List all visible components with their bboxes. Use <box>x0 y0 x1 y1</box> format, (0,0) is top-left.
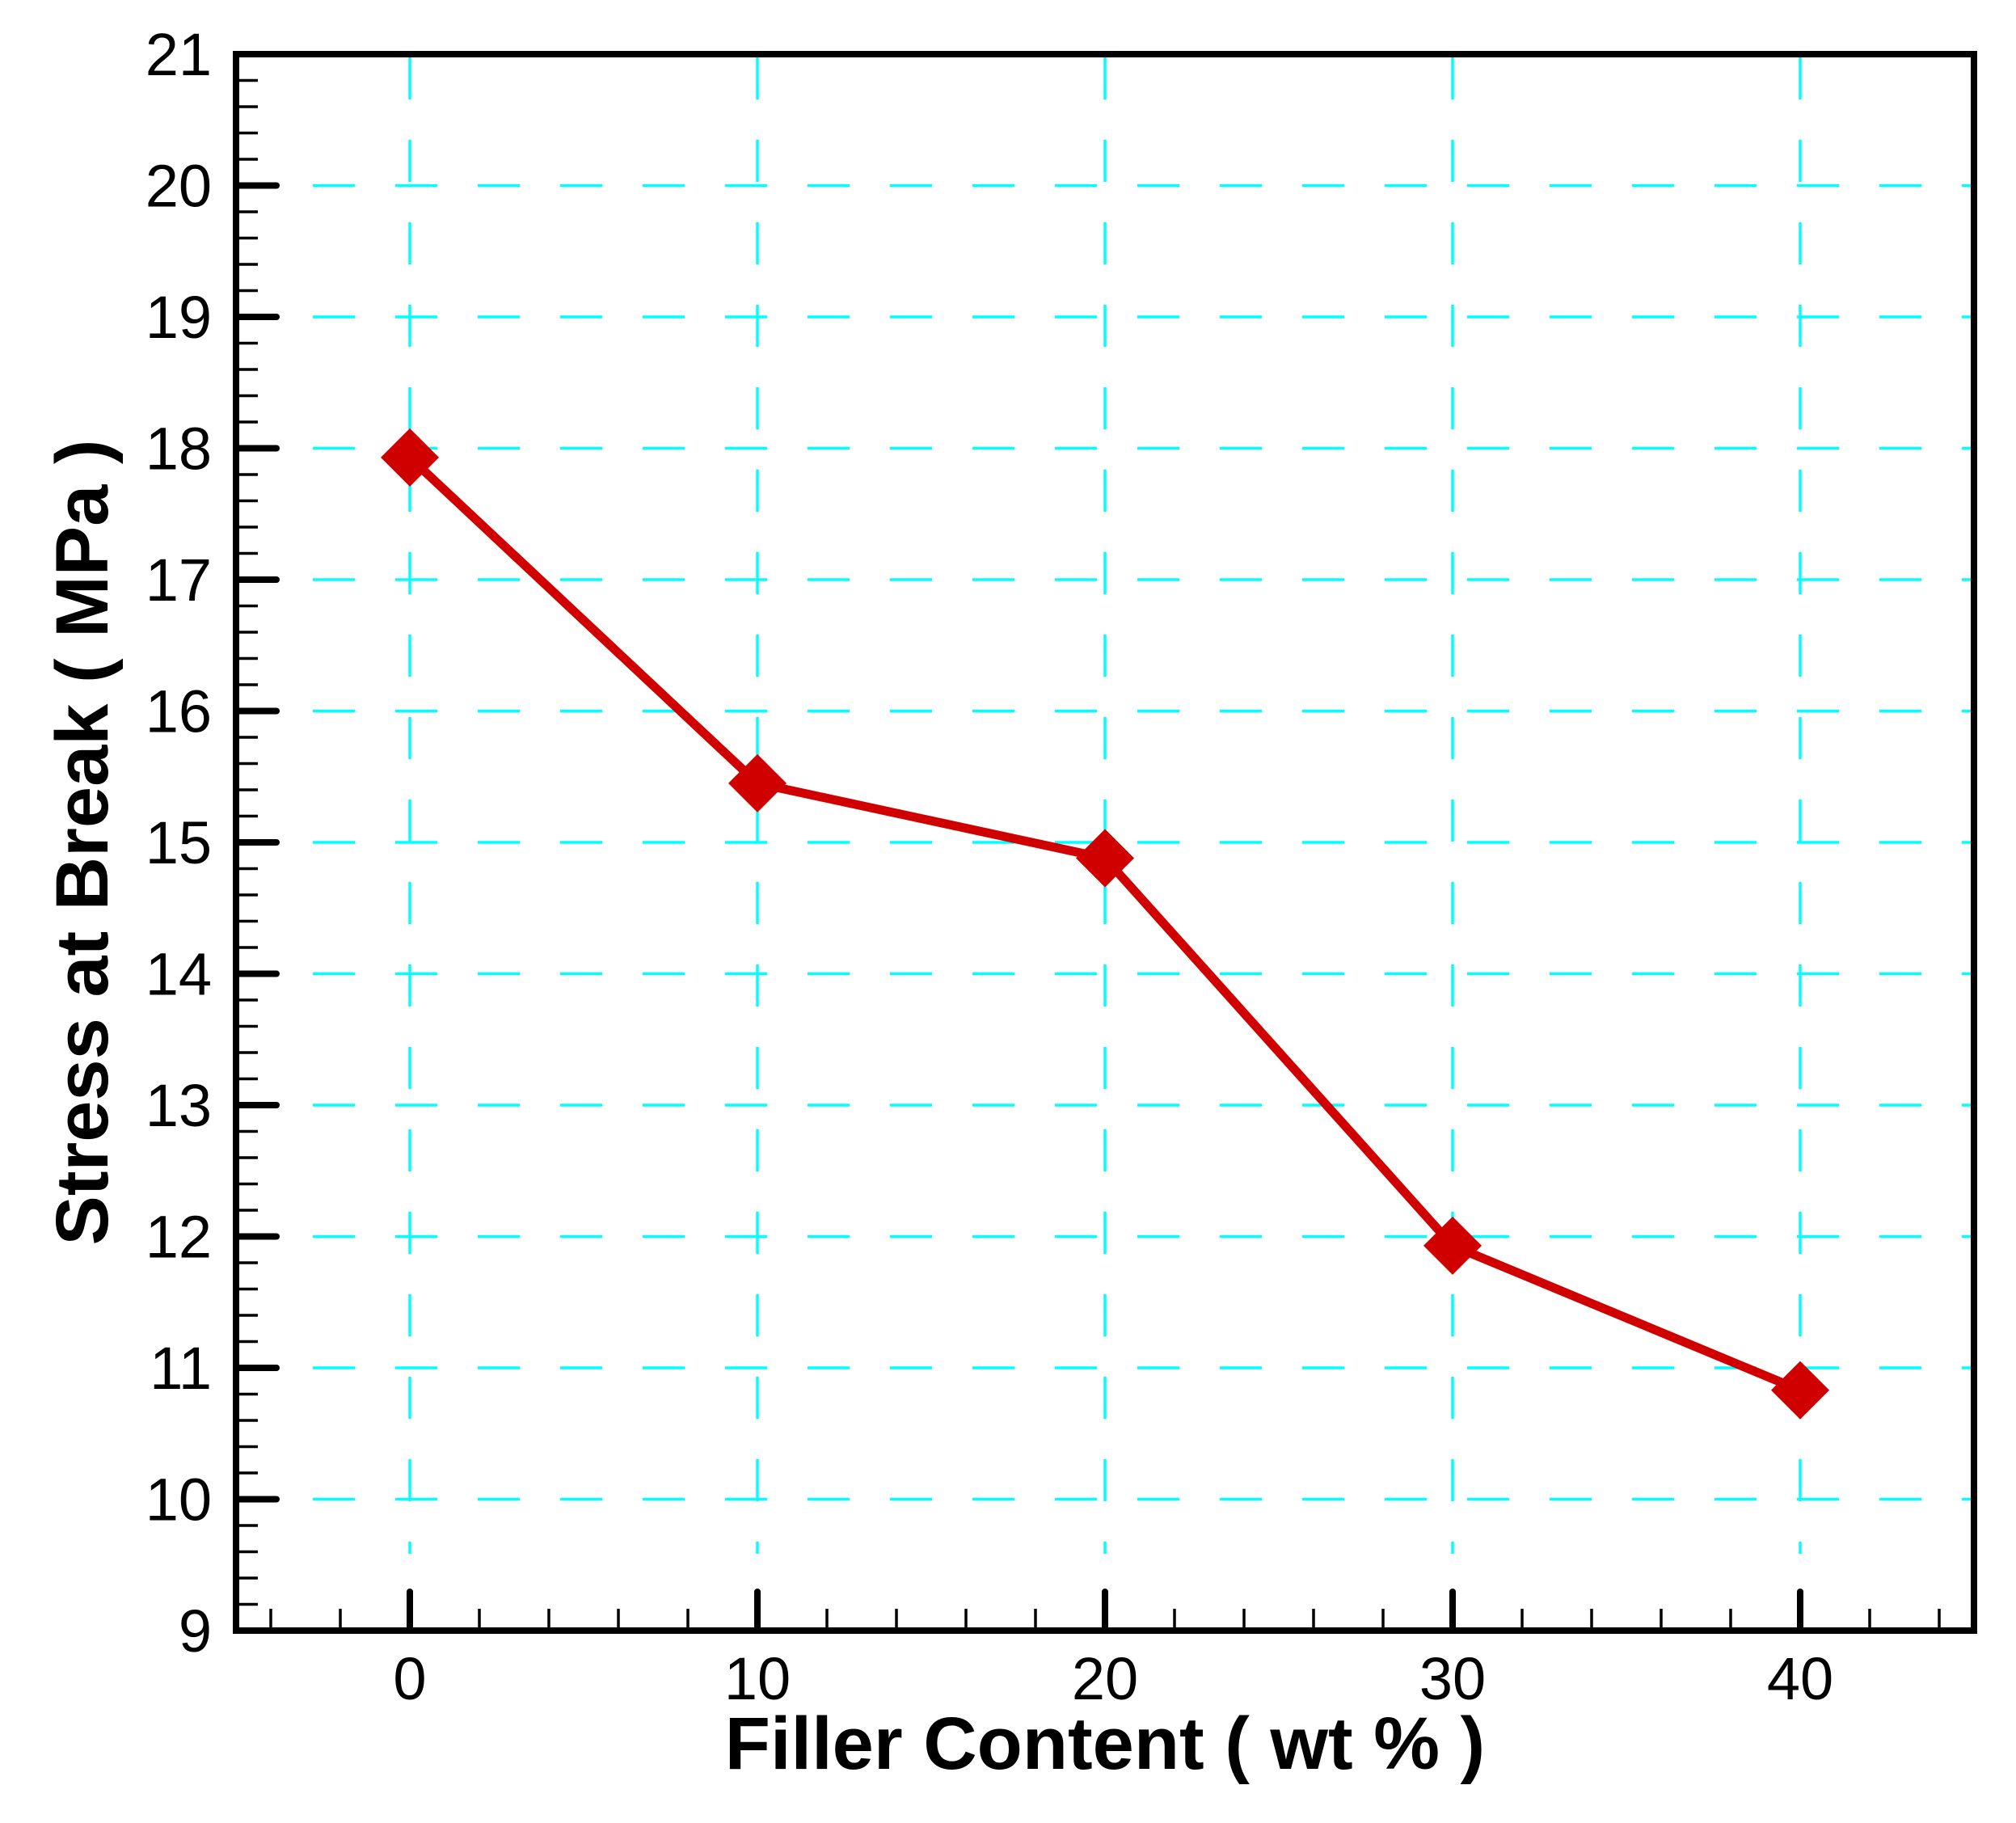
y-tick-label: 13 <box>146 1072 212 1139</box>
x-tick-label: 0 <box>393 1645 426 1712</box>
y-tick-label: 10 <box>146 1466 212 1534</box>
y-tick-label: 12 <box>146 1204 212 1271</box>
y-tick-label: 9 <box>179 1597 212 1665</box>
y-tick-label: 17 <box>146 546 212 614</box>
x-tick-label: 20 <box>1072 1645 1138 1712</box>
diamond-marker <box>1076 829 1134 888</box>
y-tick-label: 20 <box>146 153 212 220</box>
diamond-marker <box>381 428 439 487</box>
y-axis-title: Stress at Break ( MPa ) <box>41 439 124 1245</box>
y-tick-label: 18 <box>146 416 212 483</box>
plot-frame <box>233 51 1977 1634</box>
y-tick-label: 19 <box>146 284 212 351</box>
grid-lines <box>313 57 1974 1554</box>
x-tick-label: 30 <box>1419 1645 1486 1712</box>
y-tick-label: 11 <box>150 1335 212 1402</box>
x-tick-label: 10 <box>724 1645 791 1712</box>
minor-ticks <box>236 78 1941 1631</box>
x-tick-label: 40 <box>1767 1645 1833 1712</box>
y-tick-labels: 9 10 11 12 13 14 15 16 17 18 19 20 21 <box>146 21 212 1665</box>
y-tick-label: 21 <box>146 21 212 88</box>
y-tick-label: 16 <box>146 678 212 745</box>
data-series <box>381 428 1829 1420</box>
x-tick-labels: 0 10 20 30 40 <box>393 1645 1833 1712</box>
major-ticks <box>233 182 1803 1634</box>
y-tick-label: 14 <box>146 941 212 1008</box>
x-axis-title: Filler Content ( wt % ) <box>725 1703 1485 1785</box>
diamond-marker <box>1771 1361 1829 1420</box>
diamond-marker <box>728 753 787 812</box>
diamond-marker <box>1423 1216 1482 1275</box>
y-tick-label: 15 <box>146 809 212 876</box>
